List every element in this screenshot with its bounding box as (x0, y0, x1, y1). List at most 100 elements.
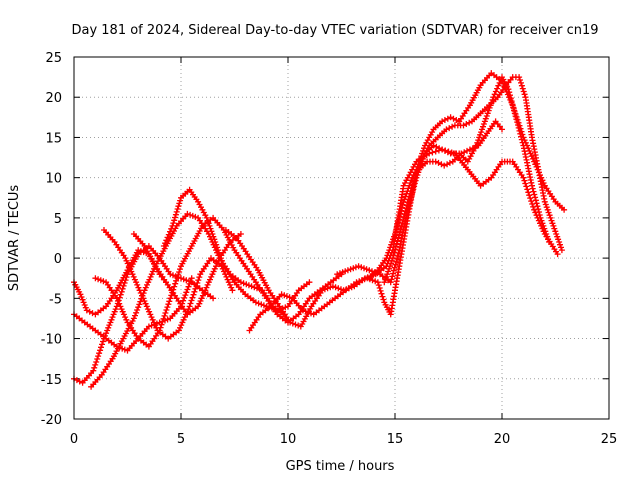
data-point-marker (528, 153, 535, 160)
data-point-marker (546, 212, 553, 219)
data-point-marker (518, 82, 525, 89)
data-point-marker (519, 139, 526, 146)
data-point-marker (96, 350, 103, 357)
data-point-marker (136, 301, 143, 308)
series-track-7 (130, 231, 244, 318)
data-point-marker (199, 292, 206, 299)
data-point-marker (300, 307, 306, 314)
data-point-marker (169, 222, 176, 229)
data-point-marker (135, 247, 142, 254)
data-point-marker (123, 257, 130, 264)
data-point-marker (172, 280, 179, 287)
data-point-marker (98, 344, 104, 351)
data-point-marker (210, 295, 217, 302)
data-point-marker (113, 295, 120, 302)
data-point-marker (100, 278, 107, 285)
data-point-marker (553, 231, 560, 237)
data-point-marker (305, 309, 312, 316)
data-point-marker (202, 287, 209, 294)
data-point-marker (177, 197, 184, 204)
x-axis-label: GPS time / hours (286, 459, 395, 474)
data-point-marker (540, 222, 547, 229)
data-point-marker (409, 182, 416, 189)
data-point-marker (164, 316, 171, 323)
data-point-marker (429, 149, 436, 156)
data-point-marker (112, 306, 119, 313)
data-point-marker (466, 146, 473, 153)
chart-title: Day 181 of 2024, Sidereal Day-to-day VTE… (71, 23, 598, 38)
data-point-marker (538, 217, 545, 224)
data-point-marker (387, 279, 394, 286)
data-point-marker (145, 323, 152, 330)
data-point-marker (186, 280, 193, 287)
data-point-marker (81, 302, 88, 308)
data-point-marker (355, 263, 362, 270)
data-point-marker (116, 294, 123, 301)
data-point-marker (397, 225, 404, 232)
data-point-marker (400, 217, 406, 224)
data-point-marker (196, 274, 203, 281)
data-point-marker (388, 241, 395, 248)
data-point-marker (334, 271, 341, 278)
data-point-marker (399, 201, 406, 208)
data-point-marker (117, 303, 124, 310)
data-point-marker (148, 271, 155, 278)
data-point-marker (458, 150, 465, 157)
data-point-marker (505, 86, 512, 93)
data-point-marker (213, 263, 219, 270)
data-point-marker (507, 95, 514, 102)
data-point-marker (245, 282, 252, 289)
data-point-marker (526, 192, 533, 199)
data-point-marker (395, 234, 402, 241)
data-point-marker (472, 143, 479, 150)
data-point-marker (141, 298, 148, 304)
data-point-marker (432, 158, 439, 165)
data-point-marker (520, 88, 527, 95)
data-point-marker (515, 122, 521, 128)
data-point-marker (170, 220, 177, 227)
data-point-marker (393, 258, 400, 265)
data-point-marker (173, 208, 180, 215)
series-track-5 (92, 214, 345, 350)
data-point-marker (206, 222, 213, 229)
data-point-marker (162, 310, 169, 316)
data-point-marker (107, 319, 114, 326)
data-point-marker (213, 241, 220, 248)
data-point-marker (375, 282, 382, 289)
data-point-marker (347, 266, 354, 273)
data-point-marker (217, 252, 223, 259)
data-point-marker (274, 307, 281, 314)
data-point-marker (168, 225, 175, 232)
data-point-marker (228, 284, 235, 291)
data-point-marker (399, 204, 405, 211)
y-tick-labels: -20 -15 -10 -5 0 5 10 15 20 25 (41, 51, 62, 428)
data-point-marker (203, 284, 210, 291)
data-point-marker (446, 159, 453, 166)
data-point-marker (287, 319, 294, 326)
data-point-marker (308, 310, 314, 317)
data-point-marker (130, 315, 137, 322)
data-point-marker (133, 279, 140, 286)
data-point-marker (363, 266, 370, 273)
data-point-marker (95, 276, 102, 283)
data-point-marker (388, 257, 395, 264)
data-point-marker (532, 194, 539, 201)
data-point-marker (392, 246, 399, 253)
data-point-marker (534, 203, 541, 210)
data-point-marker (271, 306, 278, 313)
data-point-marker (393, 255, 400, 262)
data-point-marker (392, 261, 399, 268)
data-point-marker (160, 243, 167, 249)
data-point-marker (396, 228, 403, 235)
data-point-marker (115, 298, 121, 304)
data-point-marker (78, 294, 85, 300)
data-point-marker (181, 294, 188, 301)
data-point-marker (167, 228, 173, 235)
data-point-marker (193, 282, 200, 289)
x-tick-label: 0 (70, 432, 78, 447)
data-point-marker (219, 260, 226, 267)
data-point-marker (389, 273, 396, 280)
data-point-marker (517, 77, 523, 83)
data-point-marker (175, 203, 182, 210)
